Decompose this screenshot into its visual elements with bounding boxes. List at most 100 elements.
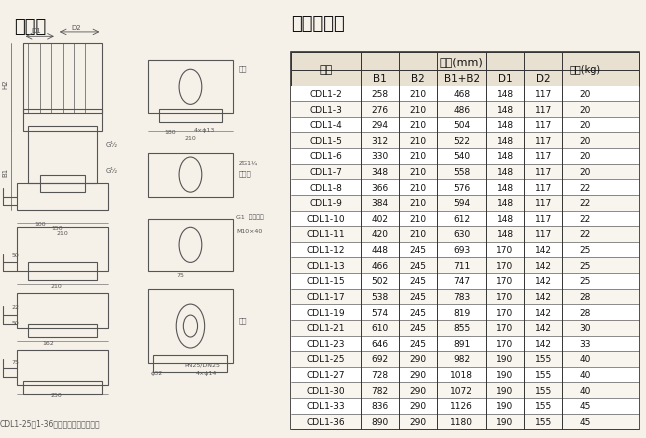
Text: 142: 142 [535, 246, 552, 254]
Bar [291, 195, 639, 211]
Bar [291, 304, 639, 320]
Text: 290: 290 [410, 355, 427, 364]
Text: 245: 245 [410, 339, 427, 348]
Text: 782: 782 [371, 386, 389, 395]
Bar [154, 355, 227, 372]
Text: 22: 22 [579, 230, 590, 239]
Text: CDL1-4: CDL1-4 [310, 121, 342, 130]
Text: 466: 466 [371, 261, 389, 270]
Text: 142: 142 [535, 308, 552, 317]
Text: 117: 117 [535, 105, 552, 114]
Text: 155: 155 [535, 370, 552, 379]
Text: 245: 245 [410, 261, 427, 270]
Text: 891: 891 [453, 339, 470, 348]
Text: 502: 502 [371, 277, 389, 286]
Text: 安装图: 安装图 [14, 18, 47, 35]
Text: CDL1-30: CDL1-30 [307, 386, 346, 395]
Text: 210: 210 [410, 199, 427, 208]
Text: 210: 210 [185, 136, 196, 141]
Text: 312: 312 [371, 137, 389, 145]
Text: CDL1-17: CDL1-17 [307, 292, 346, 301]
Bar [148, 289, 233, 364]
Text: 22: 22 [12, 305, 19, 310]
Bar [291, 117, 639, 133]
Text: 538: 538 [371, 292, 389, 301]
Text: CDL1-21: CDL1-21 [307, 323, 346, 332]
Bar [291, 71, 639, 86]
Bar [291, 413, 639, 429]
Text: H2: H2 [3, 79, 9, 88]
Text: 148: 148 [497, 137, 514, 145]
Text: 40: 40 [579, 370, 590, 379]
Bar [291, 336, 639, 351]
Text: 40: 40 [579, 386, 590, 395]
Text: CDL1-2: CDL1-2 [310, 90, 342, 99]
Bar [291, 273, 639, 289]
Text: 117: 117 [535, 183, 552, 192]
Text: 117: 117 [535, 90, 552, 99]
Text: 28: 28 [579, 308, 590, 317]
Text: 210: 210 [57, 230, 68, 235]
Text: 25: 25 [579, 246, 590, 254]
Bar [23, 381, 102, 394]
Text: 630: 630 [453, 230, 470, 239]
Bar [159, 110, 222, 123]
Text: 250: 250 [51, 392, 63, 397]
Bar [148, 153, 233, 197]
Text: 486: 486 [453, 105, 470, 114]
Text: 117: 117 [535, 137, 552, 145]
Text: 155: 155 [535, 386, 552, 395]
Text: 22: 22 [579, 183, 590, 192]
Text: M10×40: M10×40 [236, 228, 262, 233]
Bar [291, 86, 639, 102]
Text: 20: 20 [579, 121, 590, 130]
Text: 210: 210 [51, 283, 63, 288]
Text: 890: 890 [371, 417, 389, 426]
Text: 190: 190 [496, 401, 514, 410]
Bar [291, 211, 639, 226]
Text: 20: 20 [579, 168, 590, 177]
Text: 40: 40 [579, 355, 590, 364]
Text: 117: 117 [535, 168, 552, 177]
Bar [17, 350, 108, 385]
Text: 型号: 型号 [320, 64, 333, 74]
Bar [148, 61, 233, 114]
Bar [291, 226, 639, 242]
Bar [291, 133, 639, 149]
Text: CDL1-27: CDL1-27 [307, 370, 346, 379]
Bar [291, 320, 639, 336]
Bar [23, 44, 102, 114]
Text: 148: 148 [497, 121, 514, 130]
Text: G¹⁄₂: G¹⁄₂ [105, 142, 118, 148]
Text: 142: 142 [535, 261, 552, 270]
Text: 366: 366 [371, 183, 389, 192]
Text: 50: 50 [12, 252, 19, 257]
Text: 1180: 1180 [450, 417, 473, 426]
Text: 294: 294 [371, 121, 388, 130]
Text: 276: 276 [371, 105, 389, 114]
Text: 245: 245 [410, 323, 427, 332]
Bar [23, 110, 102, 131]
Text: 210: 210 [410, 183, 427, 192]
Text: 22: 22 [579, 199, 590, 208]
Text: 245: 245 [410, 292, 427, 301]
Text: 20: 20 [579, 90, 590, 99]
Text: D1: D1 [498, 74, 512, 84]
Text: 20: 20 [579, 105, 590, 114]
Bar [291, 180, 639, 195]
Text: 管螺纹: 管螺纹 [239, 170, 251, 177]
Bar [291, 398, 639, 413]
Text: 190: 190 [496, 355, 514, 364]
Text: 148: 148 [497, 199, 514, 208]
Text: 210: 210 [410, 152, 427, 161]
Text: 210: 210 [410, 105, 427, 114]
Text: B1: B1 [373, 74, 387, 84]
Text: PN25/DN25: PN25/DN25 [185, 362, 221, 367]
Text: 148: 148 [497, 183, 514, 192]
Text: 574: 574 [371, 308, 389, 317]
Text: 尺寸(mm): 尺寸(mm) [440, 57, 483, 67]
Text: 150: 150 [51, 226, 63, 231]
Text: 258: 258 [371, 90, 389, 99]
Text: 100: 100 [34, 222, 46, 226]
Text: 711: 711 [453, 261, 470, 270]
